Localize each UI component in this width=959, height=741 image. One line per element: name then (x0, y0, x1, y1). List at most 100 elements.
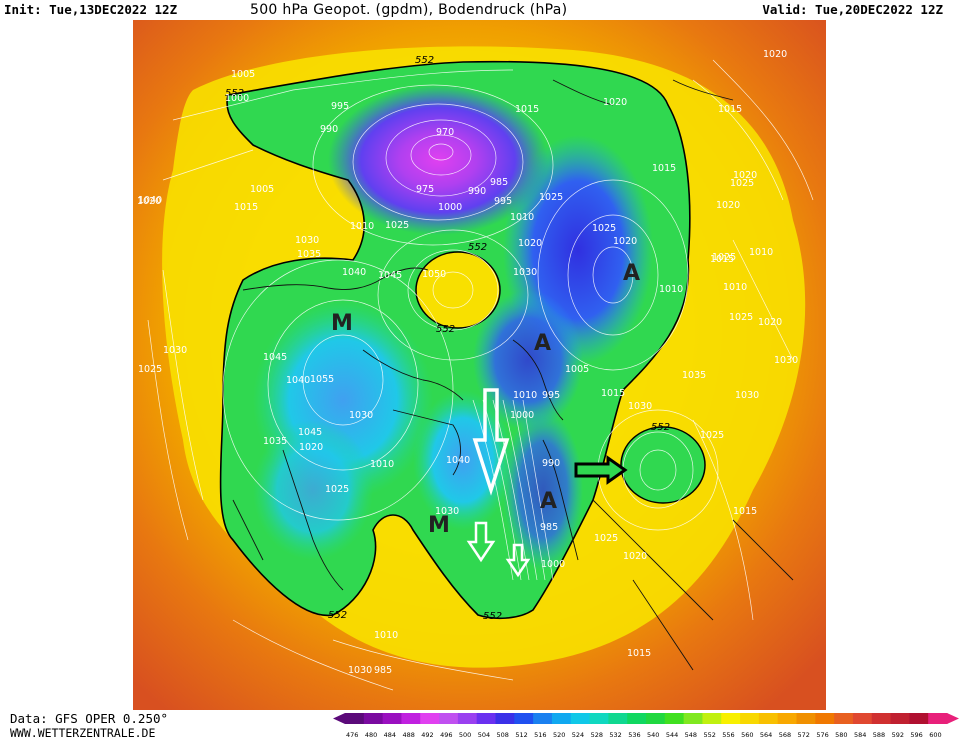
colorbar-tick-label: 508 (497, 731, 509, 739)
colorbar-tick-label: 600 (929, 731, 941, 739)
isobars (147, 59, 814, 691)
colorbar-cell (721, 713, 741, 724)
pressure-label: 1010 (749, 247, 773, 258)
pressure-label: 1025 (539, 192, 563, 203)
colorbar-cell (740, 713, 760, 724)
pressure-label: 1025 (729, 312, 753, 323)
colorbar-right-arrow (947, 713, 959, 724)
colorbar-cell (777, 713, 797, 724)
colorbar-cell (871, 713, 892, 724)
system-letter-m-south: M (428, 513, 450, 538)
pressure-labels: 1005 1000 995 990 1015 1020 1005 1015 1020 970 975… (137, 49, 798, 676)
pressure-label: 1020 (518, 238, 542, 249)
colorbar-cell (683, 713, 703, 724)
pressure-label: 1020 (763, 49, 787, 60)
pressure-label: 1040 (138, 195, 162, 206)
colorbar-tick-label: 492 (421, 731, 433, 739)
colorbar-tick-label: 480 (365, 731, 377, 739)
pressure-label: 1025 (700, 430, 724, 441)
pressure-label: 1005 (565, 364, 589, 375)
pressure-label: 1015 (733, 506, 757, 517)
colorbar-cell (702, 713, 722, 724)
colorbar-tick-label: 520 (553, 731, 565, 739)
colorbar-tick-label: 516 (534, 731, 546, 739)
colorbar-tick-label: 528 (591, 731, 603, 739)
contour-label: 552 (651, 422, 670, 433)
pressure-label: 1030 (435, 506, 459, 517)
colorbar-cell (457, 713, 478, 724)
pressure-label: 1010 (723, 282, 747, 293)
pressure-label: 985 (374, 665, 392, 676)
pressure-label: 1050 (422, 269, 446, 280)
pressure-label: 995 (542, 390, 560, 401)
colorbar-tick-label: 544 (666, 731, 678, 739)
pressure-label: 1030 (513, 267, 537, 278)
colorbar-tick-label: 540 (647, 731, 659, 739)
colorbar-cell (852, 713, 873, 724)
colorbar-tick-label: 524 (572, 731, 584, 739)
pressure-label: 1030 (295, 235, 319, 246)
coastlines (232, 79, 794, 671)
colorbar-tick-label: 512 (515, 731, 527, 739)
pressure-label: 1030 (628, 401, 652, 412)
weather-map: 552 552 552 552 552 552 552 1005 1000 995 9… (133, 20, 826, 710)
pressure-label: 1015 (627, 648, 651, 659)
colorbar-tick-label: 484 (384, 731, 396, 739)
colorbar-cell (589, 713, 609, 724)
colorbar-cell (909, 713, 929, 724)
colorbar-tick-label: 536 (628, 731, 640, 739)
pressure-label: 1025 (594, 533, 618, 544)
contour-label: 552 (225, 88, 244, 99)
colorbar-cell (796, 713, 816, 724)
pressure-label: 1045 (378, 270, 402, 281)
map-canvas: 552 552 552 552 552 552 552 1005 1000 995 9… (133, 20, 826, 710)
pressure-label: 1040 (286, 375, 310, 386)
pressure-label: 1030 (348, 665, 372, 676)
colorbar-cells (333, 713, 959, 724)
colorbar-tick-label: 552 (703, 731, 715, 739)
pressure-label: 995 (494, 196, 512, 207)
colorbar-cell (627, 713, 647, 724)
colorbar-tick-label: 576 (816, 731, 828, 739)
pressure-label: 1020 (613, 236, 637, 247)
pressure-label: 1010 (350, 221, 374, 232)
pressure-label: 1000 (225, 93, 249, 104)
colorbar: 476 480 484 488 492 496 500 504 508 512 516 520 524 5… (333, 713, 959, 739)
colorbar-cell (495, 713, 515, 724)
pressure-label: 1015 (652, 163, 676, 174)
pressure-label: 1010 (659, 284, 683, 295)
colorbar-cell (551, 713, 572, 724)
colorbar-cell (834, 713, 854, 724)
pressure-label: 1020 (299, 442, 323, 453)
pressure-label: 990 (320, 124, 338, 135)
pressure-label: 1045 (298, 427, 322, 438)
pressure-label: 1045 (263, 352, 287, 363)
pressure-label: 1035 (263, 436, 287, 447)
colorbar-cell (815, 713, 835, 724)
valid-time: Valid: Tue,20DEC2022 12Z (762, 2, 943, 17)
pressure-label: 1015 (710, 254, 734, 265)
colorbar-tick-label: 572 (798, 731, 810, 739)
colorbar-tick-label: 564 (760, 731, 772, 739)
colorbar-cell (363, 713, 384, 724)
south-arrow-small-right-icon (505, 543, 531, 578)
pressure-label: 1035 (297, 249, 321, 260)
colorbar-tick-label: 596 (910, 731, 922, 739)
pressure-label: 1010 (374, 630, 398, 641)
colorbar-cell (345, 713, 365, 724)
cyan-region-sw (253, 420, 373, 560)
pressure-label: 1015 (718, 104, 742, 115)
pressure-label: 1000 (541, 559, 565, 570)
system-letter-a-east: A (623, 261, 640, 286)
system-letter-a-south: A (540, 489, 557, 514)
colorbar-cell (646, 713, 666, 724)
pressure-label: 1015 (515, 104, 539, 115)
pressure-label: 1020 (603, 97, 627, 108)
contour-label: 552 (483, 611, 502, 622)
colorbar-cell (664, 713, 685, 724)
pressure-label: 1010 (510, 212, 534, 223)
pressure-label: 1005 (231, 69, 255, 80)
colorbar-ticks: 476 480 484 488 492 496 500 504 508 512 516 520 524 5… (346, 731, 942, 739)
contour-label: 552 (468, 242, 487, 253)
colorbar-tick-label: 488 (402, 731, 414, 739)
